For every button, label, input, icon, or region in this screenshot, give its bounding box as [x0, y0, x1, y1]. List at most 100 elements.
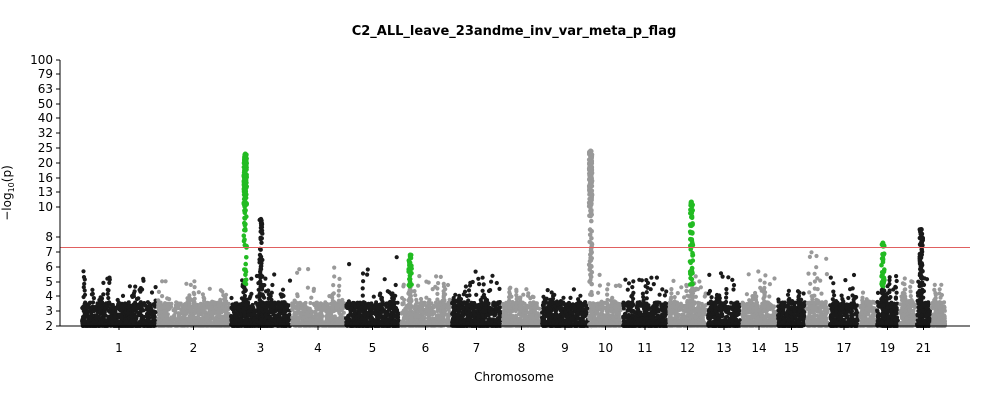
data-point [355, 321, 360, 326]
data-point [156, 301, 161, 307]
data-point [518, 295, 523, 300]
data-point [437, 316, 441, 321]
data-point [242, 237, 247, 242]
data-point [196, 290, 201, 295]
data-point [156, 320, 161, 325]
data-point [389, 292, 395, 298]
data-point [438, 274, 443, 279]
data-point [130, 310, 135, 315]
data-point [316, 317, 321, 322]
data-point [106, 295, 111, 301]
data-point [126, 311, 131, 316]
data-point [407, 301, 412, 307]
data-point [526, 310, 531, 315]
data-point [280, 292, 285, 297]
y-axis-label-main: −log [0, 192, 14, 220]
chart-title: C2_ALL_leave_23andme_inv_var_meta_p_flag [352, 24, 677, 39]
data-point [476, 314, 481, 319]
data-point [385, 289, 390, 294]
data-point [387, 305, 393, 311]
y-axis-label-sub: 10 [7, 182, 16, 192]
data-point [308, 321, 313, 326]
data-point [473, 303, 478, 308]
data-point [533, 305, 538, 310]
data-point [242, 196, 248, 201]
data-point [467, 293, 472, 298]
data-point [413, 314, 418, 319]
data-point [270, 282, 275, 288]
data-point [220, 305, 225, 310]
data-point [242, 320, 248, 326]
data-point [82, 319, 87, 324]
data-point [453, 292, 458, 297]
data-point [266, 292, 271, 297]
data-point [241, 309, 247, 315]
data-point [242, 208, 247, 213]
data-point [160, 294, 165, 299]
data-point [337, 283, 342, 288]
data-point [371, 294, 376, 299]
data-point [242, 226, 248, 232]
data-point [467, 283, 473, 288]
data-point [406, 258, 412, 263]
data-point [106, 308, 111, 314]
data-point [472, 312, 477, 317]
data-point [514, 293, 519, 298]
data-point [176, 313, 181, 318]
data-point [90, 287, 95, 292]
data-point [242, 169, 248, 175]
data-point [477, 282, 482, 287]
data-point [221, 308, 226, 314]
data-point [190, 315, 195, 320]
data-point [489, 279, 494, 284]
data-point [514, 289, 519, 294]
data-point [188, 282, 193, 287]
data-point [306, 267, 311, 272]
data-point [244, 254, 249, 260]
data-point [273, 314, 278, 319]
data-point [291, 304, 297, 309]
data-point [506, 308, 512, 314]
data-point [498, 309, 502, 314]
data-point [82, 281, 87, 286]
data-point [133, 314, 138, 319]
data-point [283, 314, 288, 319]
data-point [490, 310, 495, 315]
data-point [430, 287, 435, 292]
data-point [132, 304, 137, 309]
data-point [513, 300, 518, 306]
data-point [217, 314, 222, 319]
data-point [250, 302, 255, 307]
data-point [287, 278, 293, 283]
data-point [332, 265, 337, 270]
data-point [337, 276, 342, 281]
data-point [404, 309, 409, 314]
data-point [265, 308, 270, 314]
data-point [507, 305, 512, 310]
data-point [311, 286, 316, 291]
data-point [266, 300, 271, 305]
data-point [525, 293, 531, 298]
data-point [341, 310, 346, 315]
data-point [463, 284, 468, 289]
data-point [233, 311, 238, 316]
data-point [109, 316, 114, 321]
data-point [424, 312, 429, 317]
data-point [407, 291, 413, 296]
data-point [81, 315, 86, 320]
data-point [435, 291, 440, 296]
data-point [152, 311, 157, 316]
data-point [229, 305, 234, 310]
data-point [494, 302, 499, 307]
data-point [406, 297, 412, 303]
x-axis-label: Chromosome [474, 370, 554, 384]
data-point [220, 289, 225, 294]
data-point [145, 300, 150, 305]
data-point [446, 319, 451, 324]
data-point [229, 314, 234, 319]
data-point [107, 300, 112, 305]
data-point [308, 313, 313, 318]
data-point [160, 279, 165, 284]
data-point [408, 270, 413, 275]
data-point [325, 302, 330, 307]
